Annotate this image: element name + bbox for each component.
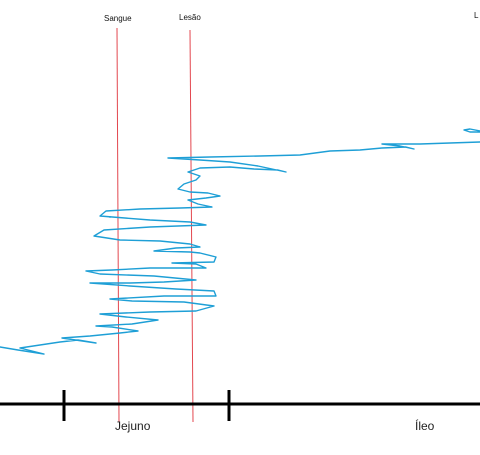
freehand-trace	[0, 141, 480, 355]
blood-marker-label: Sangue	[104, 14, 132, 23]
stray-dot	[109, 216, 111, 218]
edge-marker-label: L	[474, 11, 479, 20]
freehand-trace-tail	[463, 128, 480, 133]
lesion-marker-label: Lesão	[179, 13, 201, 22]
ileum-label: Íleo	[415, 418, 435, 433]
jejunum-label: Jejuno	[115, 419, 151, 433]
blood-marker-line	[116, 27, 120, 423]
